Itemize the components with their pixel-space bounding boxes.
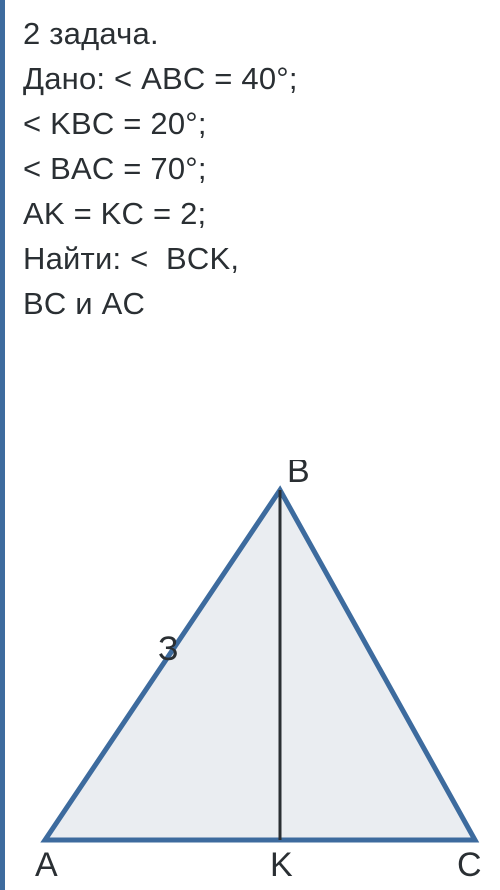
page: 2 задача. Дано: < ABC = 40°; < KBC = 20°… — [0, 0, 500, 890]
vertex-label-c: C — [457, 846, 482, 884]
text-line-4: < BAC = 70°; — [23, 147, 486, 192]
problem-text: 2 задача. Дано: < ABC = 40°; < KBC = 20°… — [23, 12, 486, 327]
triangle-svg: B A K C З — [5, 460, 500, 890]
vertex-label-b: B — [287, 460, 310, 490]
text-line-3: < KBC = 20°; — [23, 102, 486, 147]
side-label-3: З — [158, 630, 179, 668]
triangle-fill — [45, 490, 475, 840]
text-line-1: 2 задача. — [23, 12, 486, 57]
text-line-2: Дано: < ABC = 40°; — [23, 57, 486, 102]
text-line-5: AK = KC = 2; — [23, 192, 486, 237]
vertex-label-a: A — [35, 846, 58, 884]
triangle-diagram: B A K C З — [5, 460, 500, 890]
vertex-label-k: K — [270, 846, 293, 884]
text-line-7: BC и AC — [23, 282, 486, 327]
text-line-6: Найти: < BCK, — [23, 237, 486, 282]
